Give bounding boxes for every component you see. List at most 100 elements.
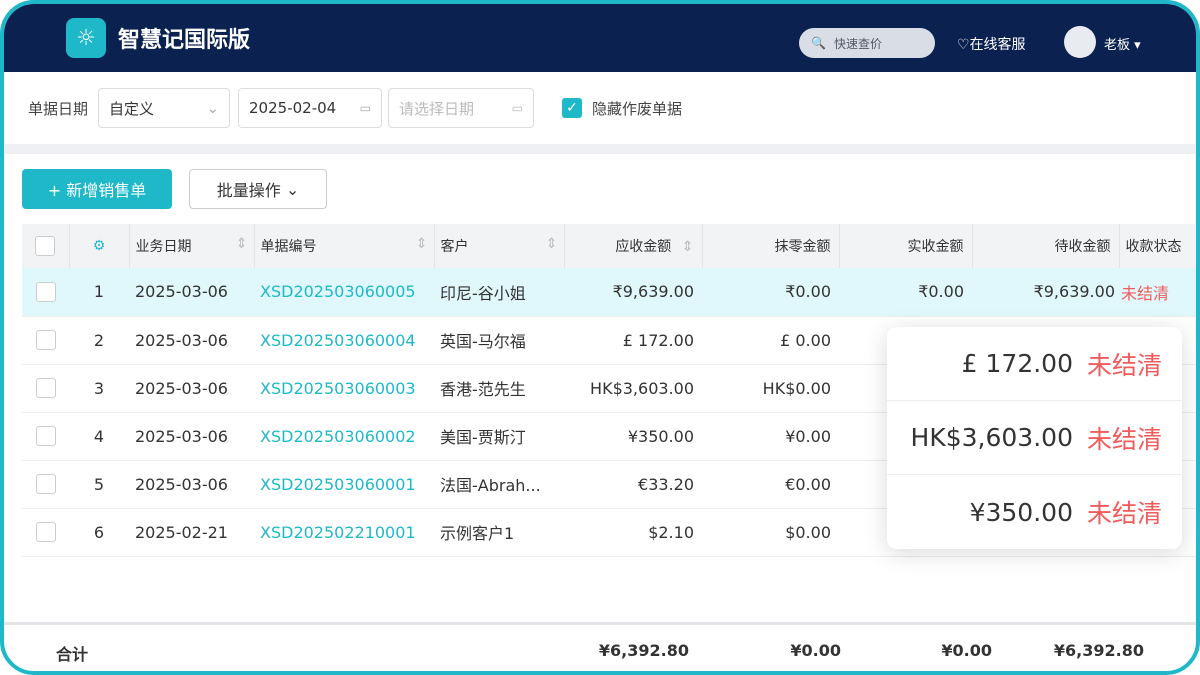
row-date: 2025-03-06 (129, 460, 254, 509)
row-round: ₹0.00 (702, 268, 839, 317)
calendar-icon: ▭ (359, 101, 372, 115)
chat-icon: ♡ (957, 37, 970, 53)
search-placeholder: 快速查价 (833, 36, 882, 51)
order-no-link[interactable]: XSD202503060004 (254, 316, 434, 365)
online-service-link[interactable]: ♡在线客服 (957, 34, 1026, 54)
row-round: HK$0.00 (702, 364, 839, 413)
amount-status-popup: £ 172.00 未结清 HK$3,603.00 未结清 ¥350.00 未结清 (887, 327, 1182, 549)
header-date[interactable]: 业务日期 ⇕ (129, 224, 255, 268)
row-round: £ 0.00 (702, 316, 839, 365)
row-round: ¥0.00 (702, 412, 839, 461)
row-due: $2.10 (564, 508, 702, 557)
header-no[interactable]: 单据编号 ⇕ (254, 224, 435, 268)
add-sales-order-button[interactable]: + 新增销售单 (22, 169, 172, 209)
row-date: 2025-02-21 (129, 508, 254, 557)
chevron-down-icon: ⌄ (206, 99, 220, 117)
row-round: €0.00 (702, 460, 839, 509)
column-settings-gear-icon[interactable]: ⚙ (69, 224, 130, 268)
row-date: 2025-03-06 (129, 364, 254, 413)
header-round: 抹零金额 (702, 224, 840, 268)
range-value: 自定义 (109, 99, 155, 118)
divider (4, 144, 1196, 154)
row-index: 1 (69, 268, 129, 317)
row-index: 6 (69, 508, 129, 557)
popup-amount: ¥350.00 (969, 497, 1073, 527)
avatar[interactable] (1064, 26, 1096, 58)
row-checkbox[interactable] (22, 412, 69, 461)
row-received: ₹0.00 (839, 268, 972, 317)
row-customer: 印尼-谷小姐 (434, 268, 564, 317)
row-date: 2025-03-06 (129, 412, 254, 461)
total-due: ¥6,392.80 (598, 641, 689, 660)
popup-status: 未结清 (1086, 424, 1162, 454)
app-title: 智慧记国际版 (118, 28, 251, 53)
service-label: 在线客服 (969, 37, 1026, 53)
select-all-checkbox[interactable] (22, 224, 70, 268)
row-checkbox[interactable] (22, 364, 69, 413)
date-label: 单据日期 (28, 99, 89, 118)
popup-row: HK$3,603.00 未结清 (887, 401, 1182, 475)
total-row: 合计 ¥6,392.80 ¥0.00 ¥0.00 ¥6,392.80 (4, 622, 1196, 671)
batch-label: 批量操作 (216, 181, 281, 200)
row-index: 4 (69, 412, 129, 461)
row-due: HK$3,603.00 (564, 364, 702, 413)
popup-amount: HK$3,603.00 (910, 423, 1073, 452)
row-index: 5 (69, 460, 129, 509)
end-date-input[interactable]: 请选择日期 ▭ (388, 88, 535, 128)
sales-table: ⚙ 业务日期 ⇕ 单据编号 ⇕ 客户 ⇕ 应收金额 ⇕ 抹零金额 实收金额 待收… (22, 224, 1196, 557)
row-index: 3 (69, 364, 129, 413)
row-round: $0.00 (702, 508, 839, 557)
date-range-select[interactable]: 自定义 ⌄ (98, 88, 231, 128)
table-header: ⚙ 业务日期 ⇕ 单据编号 ⇕ 客户 ⇕ 应收金额 ⇕ 抹零金额 实收金额 待收… (22, 224, 1196, 268)
header-received: 实收金额 (839, 224, 973, 268)
popup-row: £ 172.00 未结清 (887, 327, 1182, 401)
row-due: ₹9,639.00 (564, 268, 702, 317)
user-menu[interactable]: 老板 ▾ (1104, 34, 1141, 53)
quick-price-search[interactable]: 🔍 快速查价 (799, 28, 935, 58)
popup-row: ¥350.00 未结清 (887, 475, 1182, 549)
start-date-value: 2025-02-04 (249, 99, 337, 117)
top-bar: ☼ 智慧记国际版 🔍 快速查价 ♡在线客服 老板 ▾ (4, 4, 1196, 72)
total-received: ¥0.00 (941, 641, 992, 660)
calendar-icon: ▭ (511, 101, 524, 115)
header-status: 收款状态 (1119, 224, 1196, 268)
app-logo-icon: ☼ (66, 18, 106, 58)
row-status: 未结清 (1119, 268, 1196, 317)
popup-amount: £ 172.00 (961, 349, 1073, 378)
order-no-link[interactable]: XSD202503060002 (254, 412, 434, 461)
hide-void-label: 隐藏作废单据 (592, 99, 683, 118)
hide-void-checkbox[interactable]: ✓ (562, 98, 583, 118)
row-customer: 香港-范先生 (434, 364, 564, 413)
row-customer: 法国-Abrah... (434, 460, 564, 509)
order-no-link[interactable]: XSD202503060001 (254, 460, 434, 509)
batch-operation-button[interactable]: 批量操作 ⌄ (189, 169, 327, 209)
caret-down-icon: ▾ (1134, 38, 1141, 53)
row-customer: 英国-马尔福 (434, 316, 564, 365)
popup-status: 未结清 (1086, 499, 1162, 528)
row-checkbox[interactable] (22, 268, 69, 317)
end-date-placeholder: 请选择日期 (399, 99, 475, 118)
table-row[interactable]: 1 2025-03-06 XSD202503060005 印尼-谷小姐 ₹9,6… (22, 268, 1196, 317)
row-date: 2025-03-06 (129, 316, 254, 365)
header-customer[interactable]: 客户 ⇕ (434, 224, 565, 268)
row-checkbox[interactable] (22, 316, 69, 365)
row-due: £ 172.00 (564, 316, 702, 365)
row-checkbox[interactable] (22, 460, 69, 509)
order-no-link[interactable]: XSD202503060005 (254, 268, 434, 317)
row-due: €33.20 (564, 460, 702, 509)
start-date-input[interactable]: 2025-02-04 ▭ (238, 88, 383, 128)
row-checkbox[interactable] (22, 508, 69, 557)
order-no-link[interactable]: XSD202502210001 (254, 508, 434, 557)
row-customer: 美国-贾斯汀 (434, 412, 564, 461)
search-icon: 🔍 (811, 36, 826, 50)
total-label: 合计 (56, 645, 89, 664)
row-due: ¥350.00 (564, 412, 702, 461)
order-no-link[interactable]: XSD202503060003 (254, 364, 434, 413)
header-due[interactable]: 应收金额 ⇕ (564, 224, 703, 268)
row-customer: 示例客户1 (434, 508, 564, 557)
chevron-down-icon: ⌄ (285, 179, 300, 199)
user-name: 老板 (1104, 38, 1131, 53)
filter-bar: 单据日期 自定义 ⌄ 2025-02-04 ▭ 请选择日期 ▭ ✓ 隐藏作废单据 (4, 72, 1196, 144)
header-pending: 待收金额 (972, 224, 1120, 268)
